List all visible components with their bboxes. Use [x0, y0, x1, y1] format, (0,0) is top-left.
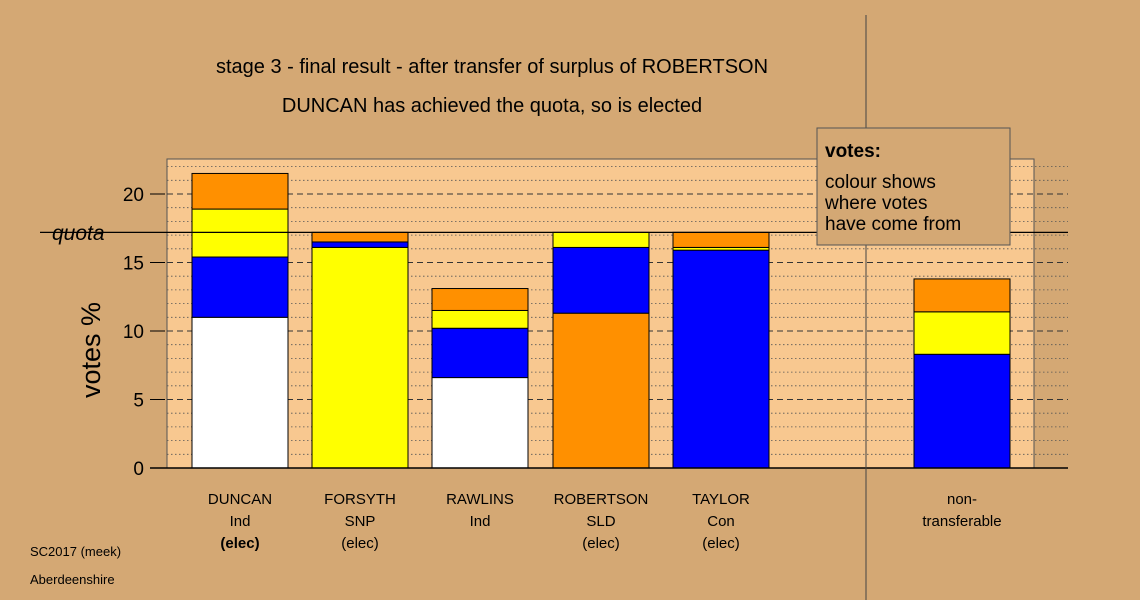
bar-nontransferable-segment-1 — [913, 353, 1011, 469]
y-tick-label-5: 5 — [133, 391, 144, 412]
cand-name-taylor: TAYLOR — [692, 491, 750, 508]
footer-election: SC2017 (meek) — [30, 544, 121, 559]
bar-rawlins-segment-3 — [431, 309, 529, 329]
legend-line-2: where votes — [824, 193, 927, 214]
cand-status-forsyth: (elec) — [341, 535, 379, 552]
y-tick-label-0: 0 — [133, 459, 144, 480]
y-tick-label-15: 15 — [123, 254, 144, 275]
chart-title: stage 3 - final result - after transfer … — [216, 56, 768, 78]
cand-status-taylor: (elec) — [702, 535, 740, 552]
bar-duncan-segment-1 — [191, 316, 289, 469]
bar-nontransferable-segment-2 — [913, 311, 1011, 355]
chart-subtitle: DUNCAN has achieved the quota, so is ele… — [282, 95, 702, 117]
bar-duncan-segment-2 — [191, 256, 289, 318]
cand-status-duncan: (elec) — [220, 535, 259, 552]
bar-robertson-segment-1 — [552, 312, 650, 469]
legend-line-1: colour shows — [825, 172, 936, 193]
cand-party-forsyth: SNP — [345, 513, 376, 530]
cand-party-robertson: SLD — [586, 513, 615, 530]
bar-forsyth-segment-2 — [311, 241, 409, 248]
bar-rawlins-segment-2 — [431, 327, 529, 379]
bar-robertson-segment-2 — [552, 246, 650, 314]
y-tick-label-20: 20 — [123, 185, 144, 206]
legend-line-3: have come from — [825, 214, 961, 235]
cand-name-rawlins: RAWLINS — [446, 491, 514, 508]
cand-name-robertson: ROBERTSON — [554, 491, 649, 508]
cand-name-duncan: DUNCAN — [208, 491, 272, 508]
bar-duncan-segment-3 — [191, 208, 289, 258]
nontransferable-line-1: non- — [947, 491, 977, 508]
bar-forsyth-segment-3 — [311, 231, 409, 243]
nontransferable-line-2: transferable — [922, 513, 1001, 530]
legend: votes: colour shows where votes have com… — [816, 127, 1011, 246]
bar-robertson-segment-3 — [552, 231, 650, 248]
legend-box — [816, 127, 1011, 246]
bar-nontransferable-segment-3 — [913, 278, 1011, 313]
candidate-labels: DUNCAN Ind (elec) FORSYTH SNP (elec) RAW… — [208, 491, 1002, 552]
cand-name-forsyth: FORSYTH — [324, 491, 396, 508]
bar-rawlins-segment-4 — [431, 288, 529, 311]
bar-rawlins-segment-1 — [431, 377, 529, 469]
cand-party-duncan: Ind — [230, 513, 251, 530]
footer-council: Aberdeenshire — [30, 572, 115, 587]
cand-party-taylor: Con — [707, 513, 735, 530]
bar-forsyth-segment-1 — [311, 246, 409, 469]
y-axis-label: votes % — [76, 302, 106, 398]
cand-status-robertson: (elec) — [582, 535, 620, 552]
y-tick-label-10: 10 — [123, 322, 144, 343]
bar-taylor-segment-3 — [672, 231, 770, 248]
legend-title: votes: — [825, 141, 881, 162]
bar-taylor-segment-1 — [672, 249, 770, 469]
cand-party-rawlins: Ind — [470, 513, 491, 530]
bar-duncan-segment-4 — [191, 172, 289, 210]
quota-label: quota — [52, 222, 105, 245]
